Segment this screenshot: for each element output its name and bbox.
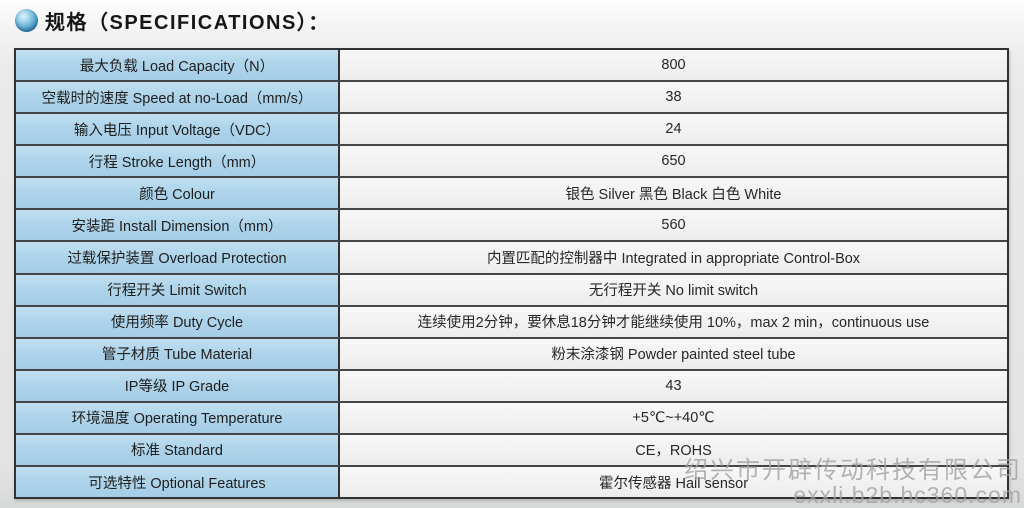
spec-value-cell: 霍尔传感器 Hall sensor <box>340 467 1007 498</box>
table-row: 安装距 Install Dimension（mm） 560 <box>16 208 1007 241</box>
spec-label-cell: IP等级 IP Grade <box>16 370 340 401</box>
spec-label-cell: 输入电压 Input Voltage（VDC） <box>16 114 340 145</box>
table-row: 行程 Stroke Length（mm） 650 <box>16 144 1007 177</box>
table-row: 使用频率 Duty Cycle 连续使用2分钟，要休息18分钟才能继续使用 10%… <box>16 304 1007 337</box>
spec-value-cell: 43 <box>340 370 1007 401</box>
spec-label-cell: 颜色 Colour <box>16 178 340 209</box>
table-row: IP等级 IP Grade 43 <box>16 368 1007 401</box>
spec-value-cell: 650 <box>340 146 1007 177</box>
spec-label-cell: 管子材质 Tube Material <box>16 338 340 369</box>
spec-value-cell: 内置匹配的控制器中 Integrated in appropriate Cont… <box>340 242 1007 273</box>
table-row: 空载时的速度 Speed at no-Load（mm/s） 38 <box>16 80 1007 113</box>
spec-label-cell: 标准 Standard <box>16 434 340 466</box>
spec-value-cell: 800 <box>340 50 1007 81</box>
table-row: 管子材质 Tube Material 粉末涂漆钢 Powder painted s… <box>16 336 1007 369</box>
spec-value-cell: 粉末涂漆钢 Powder painted steel tube <box>340 338 1007 369</box>
page-title: 规格（SPECIFICATIONS）： <box>45 11 330 34</box>
section-header: 规格（SPECIFICATIONS）： <box>15 5 330 35</box>
table-row: 输入电压 Input Voltage（VDC） 24 <box>16 112 1007 145</box>
spec-value-cell: CE，ROHS <box>340 434 1007 466</box>
table-row: 标准 Standard CE，ROHS <box>16 432 1007 466</box>
spec-label-cell: 行程 Stroke Length（mm） <box>16 146 340 177</box>
spec-value-cell: 38 <box>340 82 1007 113</box>
spec-value-cell: 24 <box>340 114 1007 145</box>
spec-label-cell: 行程开关 Limit Switch <box>16 274 340 305</box>
spec-label-cell: 过载保护装置 Overload Protection <box>16 242 340 273</box>
spec-value-cell: +5℃~+40℃ <box>340 402 1007 433</box>
spec-label-cell: 可选特性 Optional Features <box>16 467 340 498</box>
spec-label-cell: 最大负载 Load Capacity（N） <box>16 50 340 81</box>
table-row: 行程开关 Limit Switch 无行程开关 No limit switch <box>16 272 1007 305</box>
table-row: 过载保护装置 Overload Protection 内置匹配的控制器中 Inte… <box>16 240 1007 273</box>
spec-label-cell: 环境温度 Operating Temperature <box>16 402 340 433</box>
spec-table: 最大负载 Load Capacity（N） 800 空载时的速度 Speed at … <box>14 48 1009 499</box>
spec-label-cell: 使用频率 Duty Cycle <box>16 306 340 337</box>
table-row: 可选特性 Optional Features 霍尔传感器 Hall sensor <box>16 465 1007 498</box>
spec-value-cell: 银色 Silver 黑色 Black 白色 White <box>340 178 1007 209</box>
spec-label-cell: 空载时的速度 Speed at no-Load（mm/s） <box>16 82 340 113</box>
sphere-bullet-icon <box>15 8 38 32</box>
spec-value-cell: 连续使用2分钟，要休息18分钟才能继续使用 10%，max 2 min，cont… <box>340 306 1007 337</box>
spec-value-cell: 560 <box>340 210 1007 241</box>
table-row: 环境温度 Operating Temperature +5℃~+40℃ <box>16 400 1007 433</box>
spec-value-cell: 无行程开关 No limit switch <box>340 274 1007 305</box>
table-row: 最大负载 Load Capacity（N） 800 <box>16 50 1007 81</box>
spec-label-cell: 安装距 Install Dimension（mm） <box>16 210 340 241</box>
table-row: 颜色 Colour 银色 Silver 黑色 Black 白色 White <box>16 176 1007 209</box>
